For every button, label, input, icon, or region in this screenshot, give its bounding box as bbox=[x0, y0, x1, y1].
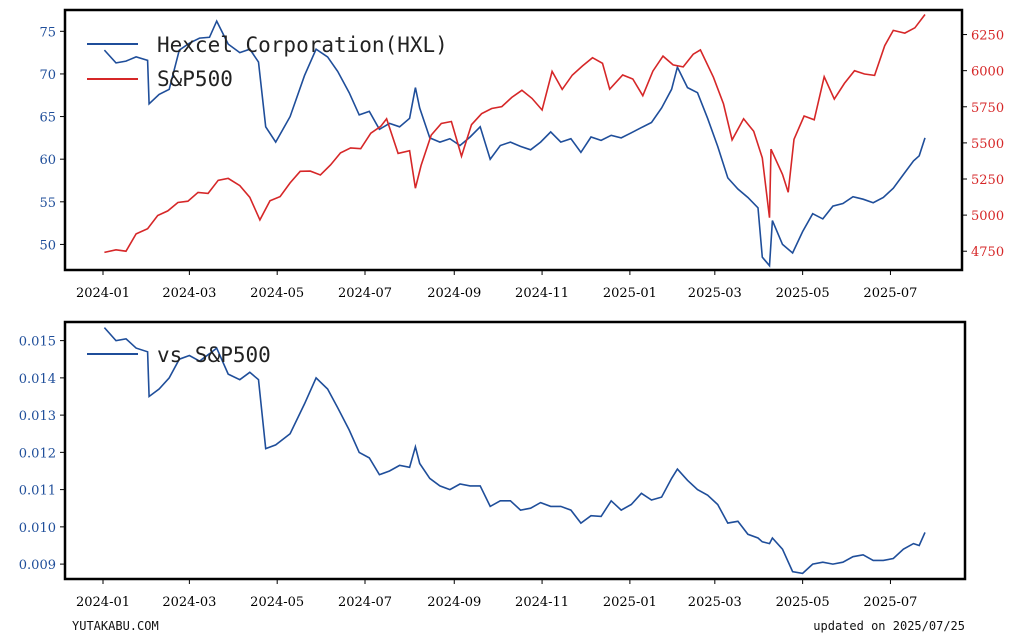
ratio-tick-label: 0.012 bbox=[19, 446, 56, 461]
site-credit: YUTAKABU.COM bbox=[72, 619, 159, 633]
price-chart-frame bbox=[63, 8, 964, 272]
x-tick-label: 2024-07 bbox=[338, 595, 392, 610]
left-axis-ticks: 50 55 60 65 70 75 bbox=[39, 25, 65, 253]
hexcel-price-line bbox=[103, 19, 926, 268]
ratio-line bbox=[103, 327, 926, 575]
x-tick-label: 2024-05 bbox=[250, 595, 304, 610]
x-tick-label: 2024-09 bbox=[427, 286, 481, 301]
x-tick-label: 2024-07 bbox=[338, 286, 392, 301]
left-tick-label: 75 bbox=[39, 25, 56, 40]
right-tick-label: 6000 bbox=[971, 65, 1004, 80]
ratio-tick-label: 0.010 bbox=[19, 521, 56, 536]
x-tick-label: 2024-09 bbox=[427, 595, 481, 610]
left-tick-label: 70 bbox=[39, 68, 56, 83]
x-tick-label: 2025-07 bbox=[863, 595, 917, 610]
right-axis-ticks: 4750 5000 5250 5500 5750 6000 6250 bbox=[962, 29, 1004, 260]
right-tick-label: 5750 bbox=[971, 101, 1004, 116]
right-tick-label: 4750 bbox=[971, 245, 1004, 260]
right-tick-label: 6250 bbox=[971, 29, 1004, 44]
price-chart-panel: 50 55 60 65 70 75 4750 5000 5250 5500 5750 6000 625… bbox=[39, 8, 1004, 301]
x-tick-label: 2024-11 bbox=[515, 286, 569, 301]
ratio-tick-label: 0.013 bbox=[19, 409, 56, 424]
ratio-tick-label: 0.014 bbox=[19, 372, 56, 387]
x-tick-label: 2025-07 bbox=[863, 286, 917, 301]
updated-date: updated on 2025/07/25 bbox=[813, 619, 965, 633]
x-tick-label: 2024-01 bbox=[76, 595, 130, 610]
x-tick-label: 2024-03 bbox=[162, 286, 216, 301]
legend-label-sp500: S&P500 bbox=[157, 67, 233, 91]
x-tick-label: 2025-03 bbox=[688, 595, 742, 610]
x-tick-label: 2025-05 bbox=[776, 595, 830, 610]
ratio-tick-label: 0.009 bbox=[19, 558, 56, 573]
left-tick-label: 65 bbox=[39, 111, 56, 126]
ratio-tick-label: 0.015 bbox=[19, 335, 56, 350]
right-tick-label: 5000 bbox=[971, 209, 1004, 224]
x-tick-label: 2024-05 bbox=[250, 286, 304, 301]
x-tick-label: 2025-03 bbox=[688, 286, 742, 301]
legend-label-ratio: vs S&P500 bbox=[157, 343, 271, 367]
x-tick-label: 2025-01 bbox=[603, 286, 657, 301]
x-tick-label: 2025-01 bbox=[603, 595, 657, 610]
ratio-chart-frame bbox=[63, 320, 967, 581]
right-tick-label: 5500 bbox=[971, 137, 1004, 152]
legend-label-hexcel: Hexcel Corporation(HXL) bbox=[157, 33, 448, 57]
price-chart-legend: Hexcel Corporation(HXL) S&P500 bbox=[87, 33, 448, 91]
x-axis-ticks: 2024-01 2024-03 2024-05 2024-07 2024-09 2024-… bbox=[76, 270, 917, 301]
left-tick-label: 50 bbox=[39, 238, 56, 253]
ratio-chart-legend: vs S&P500 bbox=[87, 343, 271, 367]
x-tick-label: 2025-05 bbox=[776, 286, 830, 301]
ratio-axis-ticks: 0.009 0.010 0.011 0.012 0.013 0.014 0.015 bbox=[19, 335, 65, 573]
x-tick-label: 2024-01 bbox=[76, 286, 130, 301]
ratio-tick-label: 0.011 bbox=[19, 484, 56, 499]
sp500-index-line bbox=[104, 14, 926, 254]
x-tick-label: 2024-03 bbox=[162, 595, 216, 610]
left-tick-label: 55 bbox=[39, 196, 56, 211]
left-tick-label: 60 bbox=[39, 153, 56, 168]
ratio-x-axis-ticks: 2024-01 2024-03 2024-05 2024-07 2024-09 2024-… bbox=[76, 579, 917, 610]
x-tick-label: 2024-11 bbox=[515, 595, 569, 610]
ratio-chart-panel: 0.009 0.010 0.011 0.012 0.013 0.014 0.015 2024… bbox=[19, 320, 967, 610]
right-tick-label: 5250 bbox=[971, 173, 1004, 188]
